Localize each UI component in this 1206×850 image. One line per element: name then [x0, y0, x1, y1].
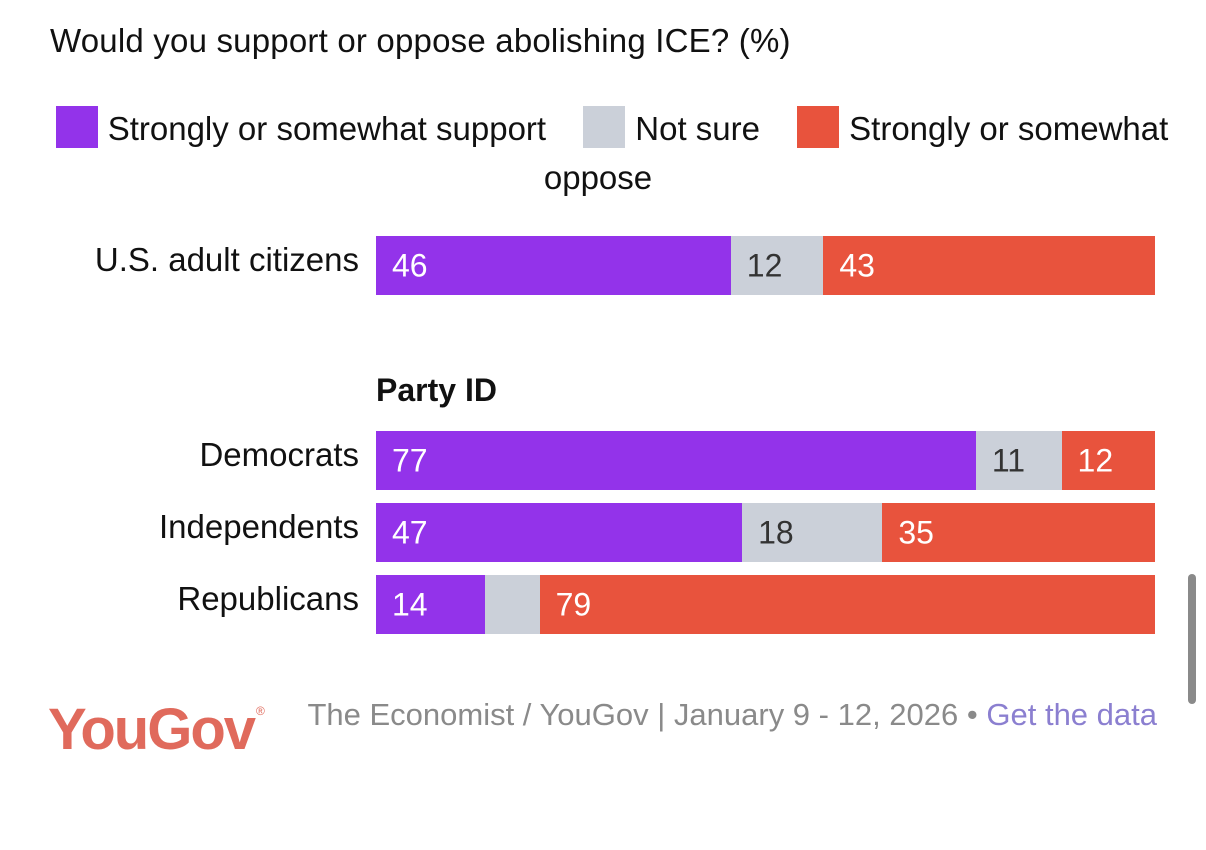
row-label-democrats: Democrats [199, 436, 359, 473]
source-note: The Economist / YouGov | January 9 - 12,… [277, 694, 1157, 736]
bar-segment-not-sure: 12 [730, 236, 824, 295]
data-label-oppose: 79 [555, 586, 592, 622]
legend-label-oppose: Strongly or somewhat oppose [543, 110, 1169, 196]
legend-label-support: Strongly or somewhat support [107, 110, 547, 147]
data-label-not-sure: 11 [991, 442, 1026, 478]
row-label-republicans: Republicans [177, 580, 359, 617]
bar-us-adults: 46 12 43 [376, 236, 1155, 295]
data-label-support: 14 [392, 586, 428, 622]
data-label-support: 46 [392, 247, 428, 283]
legend-item-support: Strongly or somewhat support [55, 106, 547, 148]
bar-segment-oppose: 12 [1061, 431, 1155, 490]
registered-mark: ® [256, 704, 265, 718]
data-label-support: 77 [392, 442, 428, 478]
bar-segment-not-sure [485, 575, 540, 634]
bar-segment-oppose: 43 [823, 236, 1155, 295]
legend-swatch-not-sure [583, 106, 626, 148]
bar-segment-support: 14 [376, 575, 486, 634]
bar-segment-support: 77 [376, 431, 976, 490]
scrollbar[interactable] [1188, 574, 1196, 704]
row-label-independents: Independents [158, 508, 359, 545]
bar-republicans: 14 79 [376, 575, 1155, 634]
data-label-not-sure: 12 [746, 247, 783, 283]
bar-segment-support: 47 [376, 503, 743, 562]
chart-title: Would you support or oppose abolishing I… [50, 22, 791, 59]
bar-segment-not-sure: 11 [975, 431, 1062, 490]
legend-swatch-support [55, 106, 98, 148]
bar-segment-support: 46 [376, 236, 731, 295]
legend-item-oppose: Strongly or somewhat oppose [543, 106, 1169, 196]
legend: Strongly or somewhat support Not sure St… [40, 104, 1170, 202]
source-text: The Economist / YouGov | January 9 - 12,… [307, 697, 978, 732]
legend-label-not-sure: Not sure [635, 110, 760, 147]
data-label-oppose: 43 [839, 247, 875, 283]
bar-democrats: 77 11 12 [376, 431, 1155, 490]
data-label-oppose: 35 [898, 514, 934, 550]
bar-segment-not-sure: 18 [742, 503, 883, 562]
logo-text: YouGov [48, 697, 256, 762]
data-label-support: 47 [392, 514, 428, 550]
group-title-party-id: Party ID [376, 372, 497, 408]
get-the-data-link[interactable]: Get the data [986, 697, 1157, 732]
data-label-not-sure: 18 [758, 514, 794, 550]
row-label-us-adults: U.S. adult citizens [94, 241, 359, 278]
bar-segment-oppose: 35 [882, 503, 1155, 562]
legend-swatch-oppose [797, 106, 840, 148]
yougov-logo: YouGov ® [48, 696, 265, 763]
data-label-oppose: 12 [1077, 442, 1114, 478]
legend-item-not-sure: Not sure [583, 106, 760, 148]
bar-independents: 47 18 35 [376, 503, 1155, 562]
bar-segment-oppose: 79 [539, 575, 1155, 634]
